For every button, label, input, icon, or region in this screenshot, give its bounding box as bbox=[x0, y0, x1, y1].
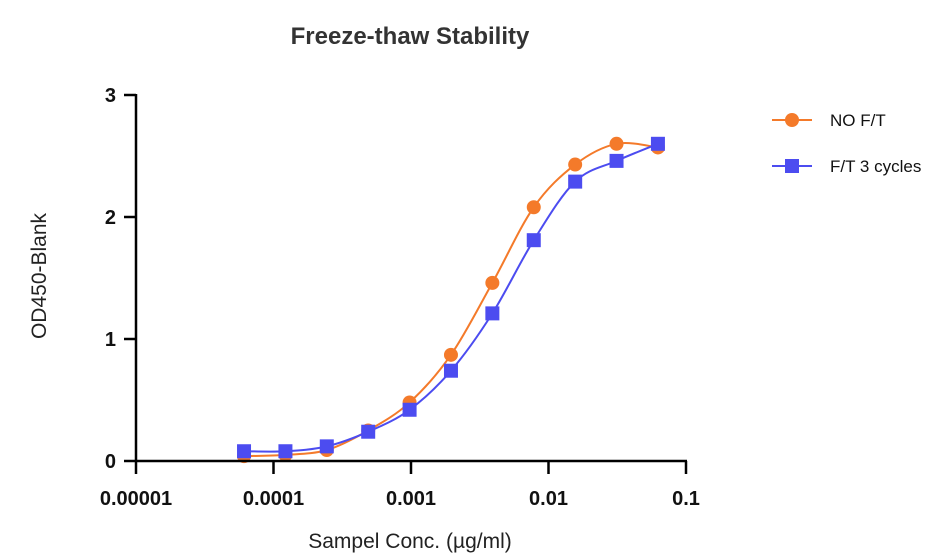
fit-curves bbox=[243, 142, 659, 458]
x-tick-label: 0.1 bbox=[672, 488, 700, 510]
x-tick-label: 0.0001 bbox=[243, 488, 304, 510]
point-f-t-3-cycles bbox=[319, 439, 334, 454]
x-tick-label: 0.00001 bbox=[100, 488, 172, 510]
x-tick-label: 0.01 bbox=[529, 488, 568, 510]
point-f-t-3-cycles bbox=[609, 153, 624, 168]
legend-marker bbox=[785, 113, 799, 127]
point-f-t-3-cycles bbox=[443, 363, 458, 378]
legend: NO F/T F/T 3 cycles bbox=[772, 111, 921, 176]
point-f-t-3-cycles bbox=[650, 136, 665, 151]
y-tick-label: 3 bbox=[105, 85, 116, 107]
legend-label: NO F/T bbox=[830, 111, 886, 130]
point-no-f-t bbox=[609, 136, 624, 151]
x-axis-label: Sampel Conc. (µg/ml) bbox=[308, 530, 512, 553]
point-f-t-3-cycles bbox=[278, 444, 293, 459]
point-no-f-t bbox=[443, 347, 458, 362]
point-f-t-3-cycles bbox=[237, 444, 252, 459]
point-f-t-3-cycles bbox=[526, 233, 541, 248]
legend-label: F/T 3 cycles bbox=[830, 157, 921, 176]
point-f-t-3-cycles bbox=[402, 402, 417, 417]
data-markers bbox=[237, 136, 665, 464]
point-no-f-t bbox=[485, 275, 500, 290]
y-ticks: 0 1 2 3 bbox=[105, 85, 136, 473]
curve-f-t-3-cycles bbox=[244, 142, 659, 453]
y-tick-label: 2 bbox=[105, 207, 116, 229]
y-tick-label: 0 bbox=[105, 451, 116, 473]
legend-item-no-f-t: NO F/T bbox=[772, 111, 886, 130]
x-ticks: 0.00001 0.0001 0.001 0.01 0.1 bbox=[100, 461, 700, 510]
point-no-f-t bbox=[526, 200, 541, 215]
point-f-t-3-cycles bbox=[568, 174, 583, 189]
legend-item-f-t-3-cycles: F/T 3 cycles bbox=[772, 157, 921, 176]
y-tick-label: 1 bbox=[105, 329, 116, 351]
point-no-f-t bbox=[568, 157, 583, 172]
curve-no-f-t bbox=[243, 142, 659, 458]
legend-marker bbox=[785, 159, 799, 173]
chart-title: Freeze-thaw Stability bbox=[291, 23, 530, 50]
point-f-t-3-cycles bbox=[361, 424, 376, 439]
point-f-t-3-cycles bbox=[485, 306, 500, 321]
y-axis-label: OD450-Blank bbox=[28, 212, 51, 339]
x-tick-label: 0.001 bbox=[386, 488, 436, 510]
